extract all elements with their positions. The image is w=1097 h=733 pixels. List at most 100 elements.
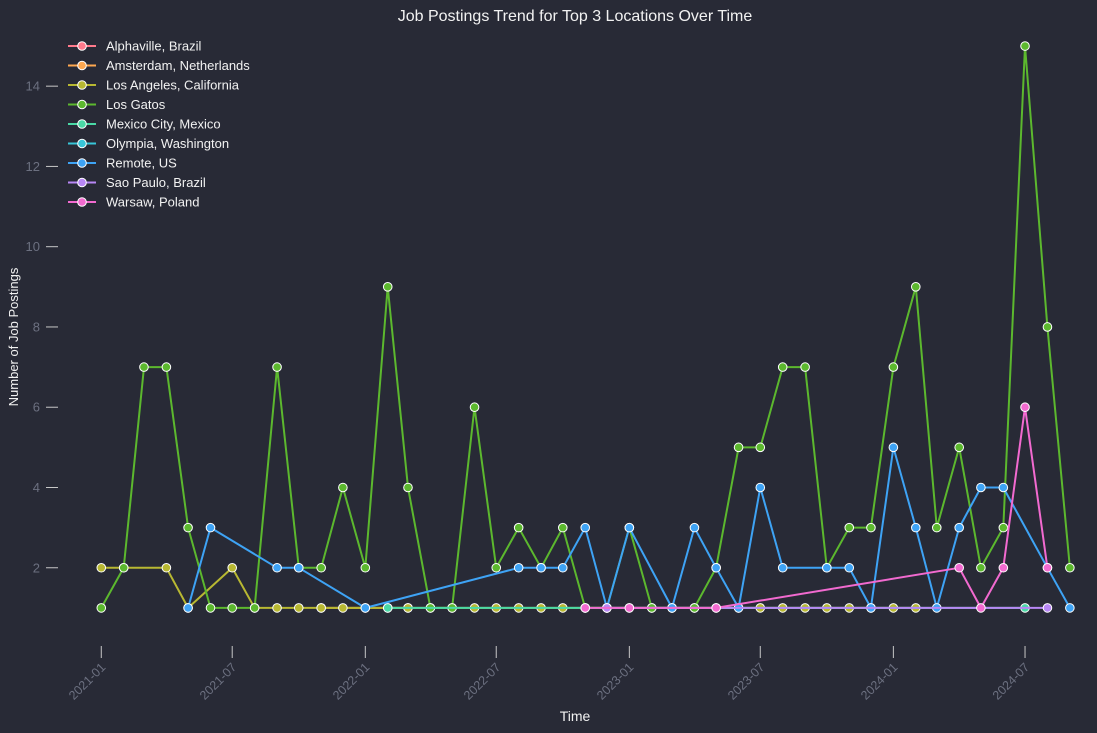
data-point — [205, 603, 216, 613]
legend-marker — [77, 119, 87, 129]
legend: Alphaville, Brazil Amsterdam, Netherlands… — [68, 39, 250, 210]
x-axis-label: Time — [560, 708, 591, 724]
legend-marker — [77, 177, 87, 188]
legend-label: Los Angeles, California — [106, 78, 240, 93]
data-point — [1020, 41, 1030, 51]
data-point — [557, 522, 568, 533]
data-point — [272, 362, 282, 372]
x-tick-label: 2024-07 — [990, 660, 1032, 702]
data-point — [403, 482, 413, 493]
data-point — [536, 562, 546, 573]
data-point — [998, 482, 1009, 493]
data-point — [293, 562, 304, 573]
data-point — [338, 603, 348, 613]
data-point — [998, 522, 1009, 533]
series-6 — [183, 442, 1075, 613]
data-point — [338, 482, 348, 493]
data-point — [96, 562, 107, 573]
data-point — [382, 282, 393, 292]
data-point — [711, 562, 721, 573]
data-point — [1042, 562, 1053, 573]
x-tick-label: 2023-01 — [594, 660, 636, 702]
data-point — [976, 482, 986, 493]
x-tick-label: 2024-01 — [858, 660, 900, 702]
legend-label: Mexico City, Mexico — [106, 117, 221, 132]
y-tick-label: 6 — [33, 400, 40, 415]
data-point — [469, 402, 480, 413]
y-tick-label: 14 — [26, 79, 40, 94]
data-point — [249, 603, 260, 613]
data-point — [954, 522, 964, 533]
data-point — [580, 522, 591, 533]
data-point — [1042, 603, 1053, 613]
data-point — [954, 562, 964, 573]
data-point — [96, 603, 107, 613]
data-point — [316, 603, 326, 613]
legend-item: Amsterdam, Netherlands — [68, 58, 250, 73]
data-point — [733, 442, 744, 453]
data-point — [360, 603, 371, 613]
data-point — [205, 522, 216, 533]
y-tick-label: 4 — [33, 480, 40, 495]
data-point — [954, 442, 964, 453]
x-tick-label: 2022-01 — [330, 660, 372, 702]
data-point — [800, 362, 810, 372]
data-point — [227, 603, 238, 613]
legend-marker — [77, 60, 87, 71]
x-tick-label: 2021-07 — [197, 660, 239, 702]
data-point — [755, 482, 766, 493]
series-line — [100, 566, 917, 609]
legend-item: Alphaville, Brazil — [68, 39, 201, 54]
data-point — [382, 603, 393, 613]
legend-item: Los Gatos — [68, 97, 166, 112]
data-point — [557, 562, 568, 573]
x-axis: 2021-01 2021-07 2022-01 2022-07 2023-01 2023-… — [66, 646, 1032, 703]
legend-label: Alphaville, Brazil — [106, 39, 201, 54]
data-point — [513, 522, 524, 533]
data-point — [513, 562, 524, 573]
y-tick-label: 10 — [26, 239, 40, 254]
data-point — [844, 522, 855, 533]
y-axis: 2 4 6 8 10 12 14 — [26, 79, 58, 575]
data-point — [777, 562, 788, 573]
legend-marker — [77, 99, 87, 110]
legend-item: Remote, US — [68, 156, 177, 171]
data-point — [910, 522, 921, 533]
series-layer — [96, 41, 1075, 613]
data-point — [491, 562, 502, 573]
data-point — [1020, 402, 1030, 413]
data-point — [888, 362, 899, 372]
data-point — [910, 282, 921, 292]
data-point — [624, 522, 635, 533]
x-tick-label: 2022-07 — [461, 660, 503, 702]
legend-marker — [77, 197, 87, 207]
data-point — [844, 562, 855, 573]
y-tick-label: 12 — [26, 159, 40, 174]
data-point — [293, 603, 304, 613]
legend-label: Remote, US — [106, 156, 177, 171]
data-point — [888, 442, 899, 453]
y-axis-label: Number of Job Postings — [6, 267, 21, 406]
data-point — [161, 562, 172, 573]
legend-label: Olympia, Washington — [106, 136, 229, 151]
data-point — [227, 562, 238, 573]
data-point — [976, 562, 986, 573]
data-point — [272, 603, 282, 613]
legend-item: Sao Paulo, Brazil — [68, 175, 206, 190]
legend-item: Olympia, Washington — [68, 136, 229, 151]
data-point — [1065, 562, 1075, 573]
data-point — [118, 562, 129, 573]
data-point — [777, 362, 788, 372]
legend-label: Los Gatos — [106, 97, 166, 112]
data-point — [976, 603, 986, 613]
data-point — [272, 562, 282, 573]
data-point — [580, 603, 591, 613]
data-point — [183, 522, 193, 533]
x-tick-label: 2023-07 — [725, 660, 767, 702]
legend-marker — [77, 138, 87, 149]
data-point — [931, 522, 942, 533]
series-line — [584, 406, 1049, 609]
data-point — [316, 562, 326, 573]
